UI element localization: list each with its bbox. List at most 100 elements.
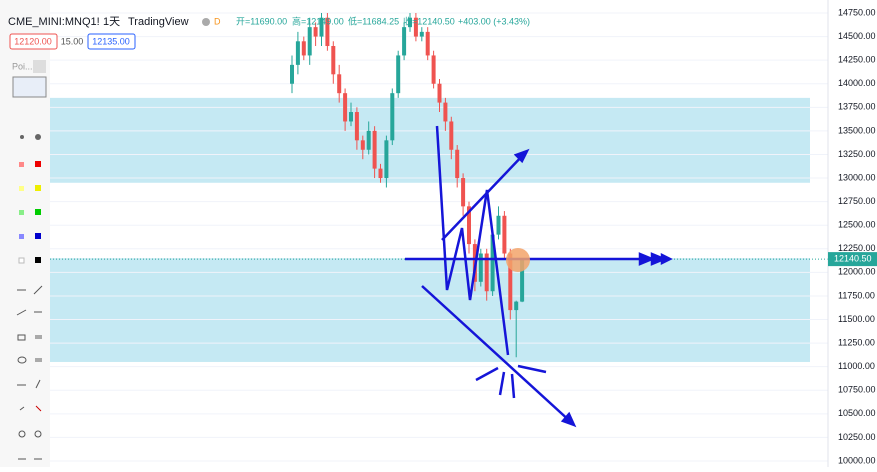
tool-icon[interactable]: [19, 162, 24, 167]
y-tick-label: 10250.00: [838, 432, 876, 442]
sell-button[interactable]: [9, 33, 58, 50]
candle-body: [449, 121, 454, 150]
tool-icon[interactable]: [35, 405, 42, 412]
symbol: CME_MINI:MNQ1!: [8, 16, 100, 28]
candle-body: [390, 93, 395, 141]
candle-body: [514, 301, 519, 311]
candle-body: [313, 27, 318, 37]
ohlc-high: 高=12149.00: [292, 15, 344, 26]
tool-icon[interactable]: [35, 209, 41, 215]
candle-body: [490, 234, 495, 292]
buy-price: 12135.00: [92, 36, 130, 46]
tool-icon[interactable]: [35, 134, 41, 140]
y-tick-label: 12250.00: [838, 243, 876, 253]
status-dot: [202, 18, 210, 26]
y-tick-label: 11750.00: [838, 290, 875, 300]
candle-body: [366, 130, 371, 150]
candles: [290, 13, 525, 358]
candle-body: [461, 178, 466, 207]
tool-icon[interactable]: [18, 257, 25, 264]
candle-body: [443, 102, 448, 122]
y-tick-label: 11500.00: [838, 314, 875, 324]
candle-body: [290, 64, 294, 84]
badge: D: [214, 16, 221, 26]
y-tick-label: 12000.00: [838, 267, 876, 277]
candle-body: [307, 27, 312, 56]
arrow-head: [660, 252, 673, 266]
candle-body: [396, 55, 401, 94]
tool-icon[interactable]: [19, 210, 24, 215]
candle-body: [343, 93, 348, 122]
tool-icon[interactable]: [35, 379, 41, 389]
tool-icon[interactable]: [35, 257, 41, 263]
arrow-line: [498, 371, 506, 396]
tool-icon[interactable]: [35, 185, 41, 191]
arrow-line: [517, 364, 547, 374]
y-tick-label: 13500.00: [838, 125, 876, 135]
candle-body: [437, 83, 442, 103]
candle-body: [337, 74, 342, 94]
zone: [50, 258, 810, 362]
tool-icon[interactable]: [19, 186, 24, 191]
y-tick-label: 14250.00: [838, 55, 876, 65]
candle-body: [425, 31, 430, 56]
y-tick-label: 14500.00: [838, 31, 876, 41]
tool-icon[interactable]: [35, 233, 41, 239]
buy-button[interactable]: [87, 33, 136, 50]
candle-body: [384, 140, 389, 179]
sell-price: 12120.00: [14, 36, 52, 46]
tool-icon[interactable]: [19, 234, 24, 239]
y-tick-label: 10000.00: [838, 455, 876, 465]
y-tick-label: 13250.00: [838, 149, 876, 159]
tool-icon[interactable]: [16, 309, 27, 316]
candle-body: [502, 215, 507, 254]
candle-body: [520, 259, 525, 302]
candle-body: [508, 253, 513, 311]
candle-body: [408, 17, 412, 28]
candle-body: [467, 206, 471, 245]
candle-body: [496, 215, 501, 235]
tool-icon[interactable]: [35, 358, 42, 362]
tool-icon[interactable]: [19, 406, 25, 411]
candle-body: [419, 31, 424, 37]
candle-body: [478, 253, 483, 282]
candle-body: [484, 253, 489, 292]
toolbar-label: Poi...: [12, 61, 33, 71]
arrow-line: [510, 373, 516, 399]
cursor-highlight: [506, 248, 530, 272]
tool-icon[interactable]: [33, 285, 43, 295]
arrow-line: [441, 152, 526, 241]
candle-body: [354, 112, 359, 141]
candle-body: [413, 17, 418, 37]
annotations: [405, 125, 673, 428]
candle-body: [319, 17, 324, 37]
y-tick-label: 10500.00: [838, 408, 876, 418]
zones: [50, 97, 810, 362]
zone: [50, 97, 810, 183]
last-price-label: 12140.50: [834, 253, 872, 263]
ohlc-low: 低=11684.25: [348, 15, 399, 26]
candle-body: [372, 130, 377, 169]
tool-icon[interactable]: [35, 161, 41, 167]
candle-body: [331, 46, 336, 75]
tool-button[interactable]: [33, 60, 46, 73]
tool-button[interactable]: [12, 76, 47, 98]
ohlc-open: 开=11690.00: [236, 16, 287, 26]
source: TradingView: [128, 16, 189, 28]
tool-icon[interactable]: [20, 135, 24, 139]
tool-icon[interactable]: [35, 335, 42, 339]
axis-labels: 14750.00 14500.00 14250.00 14000.00 13750.00…: [828, 7, 877, 465]
tool-icon[interactable]: [34, 430, 42, 438]
tool-icon[interactable]: [17, 334, 26, 341]
price-axis: [828, 0, 877, 467]
candle-body: [431, 55, 436, 84]
y-tick-label: 12500.00: [838, 220, 876, 230]
y-tick-label: 11000.00: [838, 361, 875, 371]
y-tick-label: 14000.00: [838, 78, 876, 88]
tool-icon[interactable]: [18, 430, 26, 438]
arrow-head: [650, 252, 668, 266]
zigzag: [435, 125, 510, 356]
tool-icon[interactable]: [17, 356, 27, 364]
